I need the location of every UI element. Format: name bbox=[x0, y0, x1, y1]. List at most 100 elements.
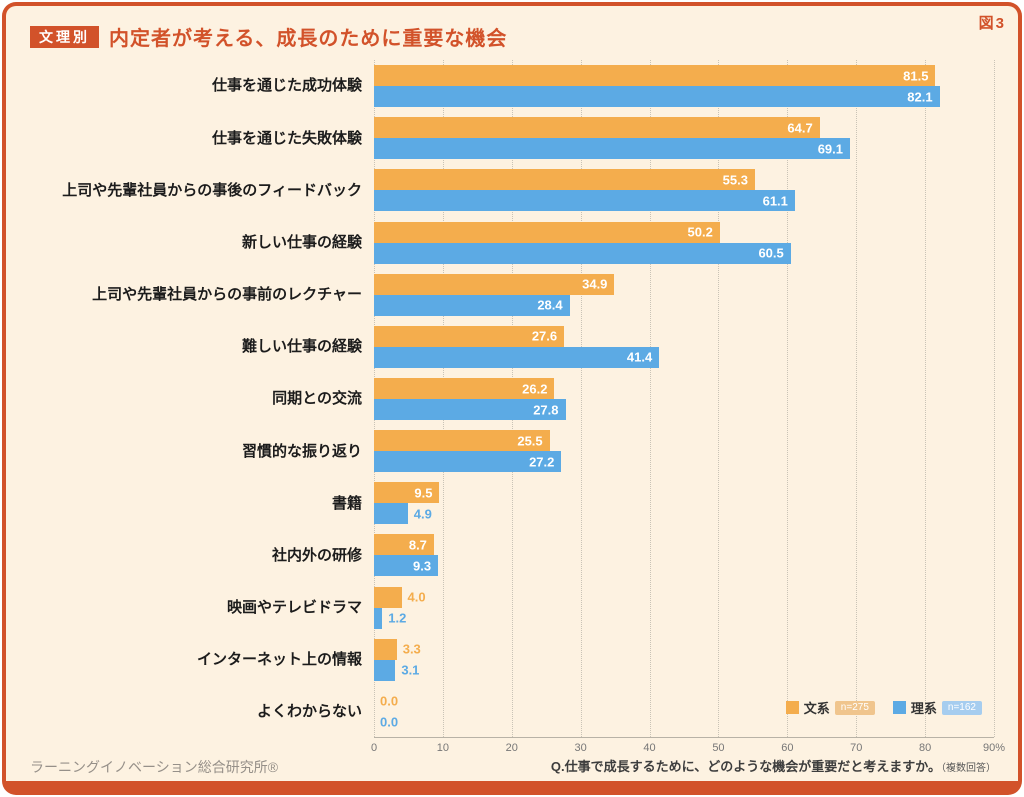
chart-legend: 文系 n=275 理系 n=162 bbox=[785, 698, 982, 717]
chart-row: 映画やテレビドラマ 4.0 1.2 bbox=[6, 582, 994, 634]
value-label: 4.9 bbox=[413, 506, 432, 522]
value-label: 0.0 bbox=[380, 693, 399, 709]
x-tick-label: 90% bbox=[982, 742, 1006, 754]
category-label: 映画やテレビドラマ bbox=[226, 599, 362, 617]
source-label: ラーニングイノベーション総合研究所® bbox=[30, 759, 279, 775]
bar-group: 50.2 60.5 bbox=[374, 221, 994, 264]
value-label: 55.3 bbox=[722, 172, 748, 188]
legend-item: 文系 n=275 bbox=[785, 698, 875, 717]
x-tick-label: 30 bbox=[574, 742, 587, 754]
value-label: 60.5 bbox=[758, 245, 784, 261]
bar-group: 25.5 27.2 bbox=[374, 430, 994, 473]
category-badge: 文理別 bbox=[30, 25, 99, 48]
legend-sample-size: n=162 bbox=[941, 700, 982, 715]
bar: 82.1 bbox=[374, 86, 940, 108]
bar: 9.3 bbox=[374, 555, 439, 577]
category-label: 仕事を通じた失敗体験 bbox=[211, 129, 362, 147]
legend-swatch bbox=[785, 701, 799, 714]
chart-row: 仕事を通じた成功体験 81.5 82.1 bbox=[6, 60, 994, 112]
value-label: 25.5 bbox=[517, 433, 543, 449]
value-label: 27.8 bbox=[533, 402, 559, 418]
gridline bbox=[787, 60, 789, 737]
chart-rows: 仕事を通じた成功体験 81.5 82.1 仕事を通じた失敗体験 64.7 69.1 上司や先… bbox=[6, 60, 994, 738]
legend-sample-size: n=275 bbox=[834, 700, 875, 715]
value-label: 28.4 bbox=[537, 297, 563, 313]
bar-group: 26.2 27.8 bbox=[374, 378, 994, 421]
question-text: Q.仕事で成長するために、どのような機会が重要だと考えますか。 bbox=[550, 759, 941, 774]
value-label: 1.2 bbox=[388, 610, 407, 626]
bar-chart: 仕事を通じた成功体験 81.5 82.1 仕事を通じた失敗体験 64.7 69.1 上司や先… bbox=[6, 60, 1018, 760]
chart-row: 社内外の研修 8.7 9.3 bbox=[6, 529, 994, 581]
chart-title: 内定者が考える、成長のために重要な機会 bbox=[109, 28, 508, 50]
chart-row: 上司や先輩社員からの事前のレクチャー 34.9 28.4 bbox=[6, 269, 994, 321]
bar-group: 0.0 0.0 bbox=[374, 691, 994, 733]
survey-question: Q.仕事で成長するために、どのような機会が重要だと考えますか。（複数回答） bbox=[551, 756, 996, 775]
gridline bbox=[994, 60, 995, 737]
value-label: 50.2 bbox=[687, 224, 713, 240]
bar: 4.9 bbox=[374, 503, 432, 525]
bar-group: 4.0 1.2 bbox=[374, 586, 994, 629]
bar: 1.2 bbox=[374, 607, 406, 629]
bar-group: 81.5 82.1 bbox=[374, 65, 994, 108]
bar: 3.3 bbox=[374, 638, 421, 660]
value-label: 0.0 bbox=[380, 714, 399, 730]
chart-header: 文理別 内定者が考える、成長のために重要な機会 bbox=[30, 22, 507, 51]
gridline bbox=[925, 60, 927, 737]
bar: 4.0 bbox=[374, 586, 426, 608]
value-label: 27.2 bbox=[529, 454, 555, 470]
gridline bbox=[649, 60, 651, 737]
category-label: よくわからない bbox=[256, 703, 362, 721]
x-tick-label: 40 bbox=[643, 742, 656, 754]
value-label: 61.1 bbox=[762, 193, 788, 209]
bar-group: 27.6 41.4 bbox=[374, 325, 994, 368]
bar: 27.6 bbox=[374, 325, 565, 347]
gridline bbox=[718, 60, 720, 737]
value-label: 9.3 bbox=[412, 558, 432, 574]
category-label: 難しい仕事の経験 bbox=[241, 338, 362, 356]
x-tick-label: 0 bbox=[370, 742, 378, 754]
bar: 25.5 bbox=[374, 430, 550, 452]
x-tick-label: 50 bbox=[712, 742, 725, 754]
chart-row: インターネット上の情報 3.3 3.1 bbox=[6, 634, 994, 686]
legend-series-name: 理系 bbox=[910, 701, 937, 716]
legend-swatch bbox=[892, 701, 906, 714]
bar: 61.1 bbox=[374, 190, 795, 212]
x-tick-label: 60 bbox=[781, 742, 794, 754]
value-label: 34.9 bbox=[582, 276, 608, 292]
bar: 34.9 bbox=[374, 273, 615, 295]
gridline bbox=[580, 60, 582, 737]
bar-group: 9.5 4.9 bbox=[374, 482, 994, 525]
chart-row: 上司や先輩社員からの事後のフィードバック 55.3 61.1 bbox=[6, 164, 994, 216]
value-label: 3.1 bbox=[401, 662, 420, 678]
category-label: インターネット上の情報 bbox=[196, 651, 362, 669]
bar: 3.1 bbox=[374, 659, 419, 681]
bar-group: 64.7 69.1 bbox=[374, 117, 994, 160]
x-tick-label: 80 bbox=[918, 742, 932, 754]
value-label: 82.1 bbox=[907, 89, 933, 105]
value-label: 69.1 bbox=[817, 141, 844, 157]
bar: 26.2 bbox=[374, 378, 555, 400]
value-label: 81.5 bbox=[903, 68, 929, 84]
value-label: 64.7 bbox=[787, 120, 813, 136]
value-label: 8.7 bbox=[408, 537, 427, 553]
bar: 27.2 bbox=[374, 451, 562, 473]
value-label: 26.2 bbox=[522, 381, 548, 397]
chart-row: 書籍 9.5 4.9 bbox=[6, 477, 994, 529]
bar: 9.5 bbox=[374, 482, 440, 504]
bar: 64.7 bbox=[374, 117, 820, 139]
bar: 27.8 bbox=[374, 399, 566, 421]
value-label: 9.5 bbox=[414, 485, 433, 501]
category-label: 上司や先輩社員からの事前のレクチャー bbox=[92, 286, 362, 304]
gridline bbox=[856, 60, 858, 737]
bar-group: 34.9 28.4 bbox=[374, 273, 994, 316]
chart-row: 同期との交流 26.2 27.8 bbox=[6, 373, 994, 425]
bar: 60.5 bbox=[374, 242, 791, 264]
chart-row: よくわからない 0.0 0.0 bbox=[6, 686, 994, 738]
value-label: 3.3 bbox=[402, 641, 421, 657]
bar-group: 55.3 61.1 bbox=[374, 169, 994, 212]
bar: 41.4 bbox=[374, 346, 660, 368]
legend-series-name: 文系 bbox=[803, 701, 830, 716]
category-label: 同期との交流 bbox=[272, 390, 362, 408]
x-tick-label: 20 bbox=[505, 742, 518, 754]
